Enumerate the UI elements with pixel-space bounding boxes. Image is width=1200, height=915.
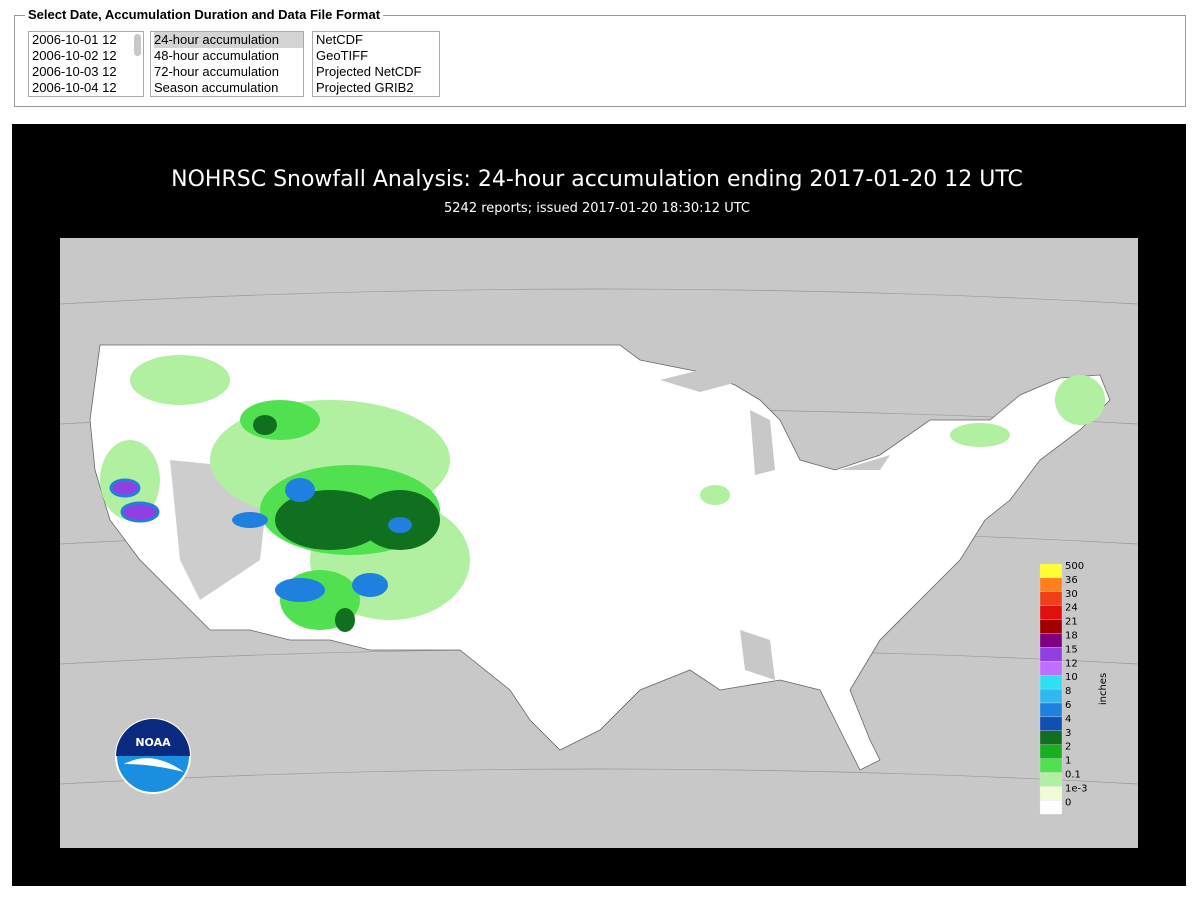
legend-swatch xyxy=(1039,800,1063,815)
form-fieldset: Select Date, Accumulation Duration and D… xyxy=(14,7,1186,107)
legend-swatch xyxy=(1039,772,1063,787)
noaa-logo-bird xyxy=(124,758,184,772)
snow-heavy xyxy=(253,415,440,632)
legend-swatch xyxy=(1039,758,1063,773)
duration-list[interactable]: 24-hour accumulation 48-hour accumulation… xyxy=(150,31,304,97)
noaa-logo-text: NOAA xyxy=(135,736,171,749)
legend-swatch xyxy=(1039,661,1063,676)
legend-label: 1e-3 xyxy=(1065,783,1088,794)
map-title: NOHRSC Snowfall Analysis: 24-hour accumu… xyxy=(171,167,1023,192)
list-option[interactable]: 2006-10-02 12 xyxy=(32,48,117,63)
legend-swatch xyxy=(1039,647,1063,662)
legend-label: 12 xyxy=(1065,658,1078,669)
legend-label: 500 xyxy=(1065,561,1084,572)
map-image: NOHRSC Snowfall Analysis: 24-hour accumu… xyxy=(59,167,1139,848)
legend-label: 0 xyxy=(1065,797,1071,808)
list-option[interactable]: 72-hour accumulation xyxy=(154,64,280,79)
legend-swatch xyxy=(1039,786,1063,801)
legend-swatch xyxy=(1039,716,1063,731)
legend-label: 15 xyxy=(1065,644,1078,655)
legend-label: 1 xyxy=(1065,756,1071,767)
legend-swatch xyxy=(1039,730,1063,745)
format-list[interactable]: NetCDF GeoTIFF Projected NetCDF Projected G… xyxy=(312,31,440,97)
legend-label: 8 xyxy=(1065,686,1071,697)
list-option[interactable]: NetCDF xyxy=(316,32,363,47)
legend-swatch xyxy=(1039,577,1063,592)
legend-label: 36 xyxy=(1065,575,1078,586)
legend-label: 24 xyxy=(1065,603,1078,614)
legend-unit: inches xyxy=(1098,673,1109,705)
legend-swatch xyxy=(1039,633,1063,648)
legend-label: 21 xyxy=(1065,617,1078,628)
legend-swatch xyxy=(1039,675,1063,690)
date-list[interactable]: 2006-10-01 12 2006-10-02 12 2006-10-03 12 2… xyxy=(28,31,144,97)
snow-extreme xyxy=(109,478,160,523)
legend-label: 18 xyxy=(1065,631,1078,642)
legend-swatch xyxy=(1039,605,1063,620)
legend-swatch xyxy=(1039,688,1063,704)
fieldset-legend: Select Date, Accumulation Duration and D… xyxy=(25,7,384,22)
legend-swatch xyxy=(1039,591,1063,606)
legend-swatch xyxy=(1039,563,1063,579)
list-option[interactable]: GeoTIFF xyxy=(316,48,369,63)
legend-label: 30 xyxy=(1065,589,1078,600)
noaa-logo-top xyxy=(116,719,190,756)
legend-label: 0.1 xyxy=(1065,770,1081,781)
map-subtitle: 5242 reports; issued 2017-01-20 18:30:12… xyxy=(444,201,750,216)
list-option[interactable]: Projected GRIB2 xyxy=(316,80,414,95)
legend-label: 10 xyxy=(1065,672,1078,683)
legend-label: 4 xyxy=(1065,714,1071,725)
legend-swatch xyxy=(1039,744,1063,759)
legend-label: 3 xyxy=(1065,728,1071,739)
lakes xyxy=(170,365,890,680)
snow-deep xyxy=(232,478,412,602)
legend-swatch xyxy=(1039,619,1063,634)
legend-swatch xyxy=(1039,702,1063,718)
scrollbar[interactable] xyxy=(134,34,141,56)
list-option[interactable]: 48-hour accumulation xyxy=(154,48,280,63)
map-panel: NOHRSC Snowfall Analysis: 24-hour accumu… xyxy=(12,124,1186,886)
list-option[interactable]: Season accumulation xyxy=(154,80,279,95)
list-option[interactable]: 2006-10-04 12 xyxy=(32,80,117,95)
list-option[interactable]: 2006-10-03 12 xyxy=(32,64,117,79)
legend-label: 2 xyxy=(1065,742,1071,753)
list-option[interactable]: 24-hour accumulation xyxy=(154,32,303,48)
list-option[interactable]: Projected NetCDF xyxy=(316,64,422,79)
list-option[interactable]: 2006-10-01 12 xyxy=(32,32,117,47)
legend-label: 6 xyxy=(1065,700,1071,711)
